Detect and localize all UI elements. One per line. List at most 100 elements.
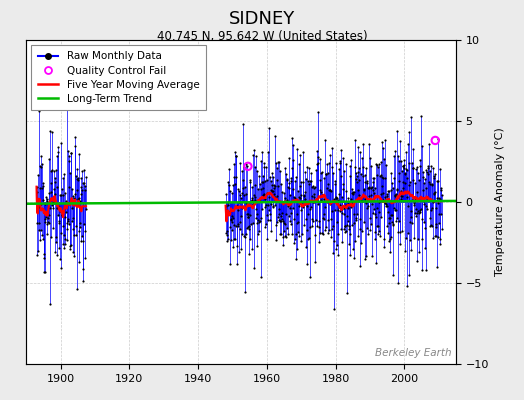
Point (389, 221, 397, 227)
Point (417, 216, 425, 223)
Point (411, 166, 420, 173)
Point (381, 203, 390, 210)
Point (370, 174, 378, 181)
Point (283, 225, 291, 231)
Point (64, 158, 73, 164)
Point (225, 224, 234, 230)
Point (382, 162, 390, 169)
Point (267, 187, 276, 194)
Point (269, 204, 277, 210)
Point (427, 207, 435, 213)
Point (38, 161, 46, 167)
Point (315, 239, 323, 245)
Point (355, 192, 363, 198)
Point (407, 214, 416, 220)
Point (46, 205, 54, 211)
Point (241, 184, 249, 190)
Point (310, 191, 318, 198)
Text: Berkeley Earth: Berkeley Earth (375, 348, 452, 358)
Y-axis label: Temperature Anomaly (°C): Temperature Anomaly (°C) (495, 128, 505, 276)
Point (37, 227, 46, 234)
Point (256, 181, 264, 188)
Point (76, 220, 84, 226)
Point (260, 191, 268, 197)
Point (243, 163, 252, 170)
Point (411, 196, 419, 202)
Point (336, 208, 344, 214)
Point (400, 157, 409, 164)
Point (341, 228, 350, 235)
Point (268, 174, 277, 180)
Point (365, 227, 374, 234)
Point (43, 196, 51, 202)
Point (315, 218, 323, 224)
Point (224, 202, 232, 208)
Point (353, 144, 362, 150)
Point (336, 172, 345, 179)
Point (275, 159, 283, 165)
Point (395, 218, 403, 225)
Point (369, 210, 378, 217)
Point (358, 140, 367, 147)
Point (436, 196, 444, 202)
Point (400, 180, 409, 186)
Point (405, 271, 413, 278)
Point (235, 198, 243, 205)
Point (255, 228, 263, 234)
Point (261, 204, 269, 210)
Point (434, 220, 443, 226)
Point (71, 191, 79, 197)
Point (383, 191, 391, 197)
Point (378, 174, 387, 180)
Point (402, 149, 410, 155)
Point (48, 166, 56, 173)
Point (259, 185, 267, 191)
Point (329, 223, 337, 229)
Point (384, 188, 392, 194)
Point (71, 134, 80, 140)
Point (267, 201, 275, 207)
Point (280, 194, 289, 201)
Point (67, 241, 75, 248)
Point (258, 148, 266, 155)
Point (235, 188, 244, 194)
Point (222, 229, 230, 236)
Point (354, 168, 362, 175)
Point (291, 256, 300, 262)
Point (311, 167, 320, 173)
Point (414, 208, 422, 214)
Point (223, 228, 232, 234)
Point (335, 158, 344, 164)
Point (418, 236, 427, 242)
Point (416, 207, 424, 214)
Point (244, 210, 252, 217)
Point (422, 185, 430, 192)
Point (434, 200, 442, 206)
Point (302, 215, 311, 222)
Point (66, 242, 74, 249)
Point (41, 201, 50, 208)
Point (293, 210, 301, 217)
Point (431, 233, 440, 240)
Point (238, 185, 247, 191)
Point (258, 179, 267, 185)
Point (224, 211, 233, 218)
Point (33, 252, 41, 258)
Point (287, 221, 296, 228)
Point (264, 148, 272, 155)
Point (345, 223, 353, 230)
Point (421, 167, 430, 173)
Point (423, 206, 431, 212)
Point (364, 193, 373, 200)
Point (375, 161, 384, 167)
Point (391, 190, 400, 197)
Point (264, 202, 272, 208)
Point (409, 165, 418, 171)
Point (300, 192, 308, 198)
Point (52, 204, 61, 211)
Point (68, 204, 76, 211)
Point (375, 198, 383, 205)
Point (433, 178, 441, 184)
Point (279, 242, 288, 248)
Point (247, 203, 255, 209)
